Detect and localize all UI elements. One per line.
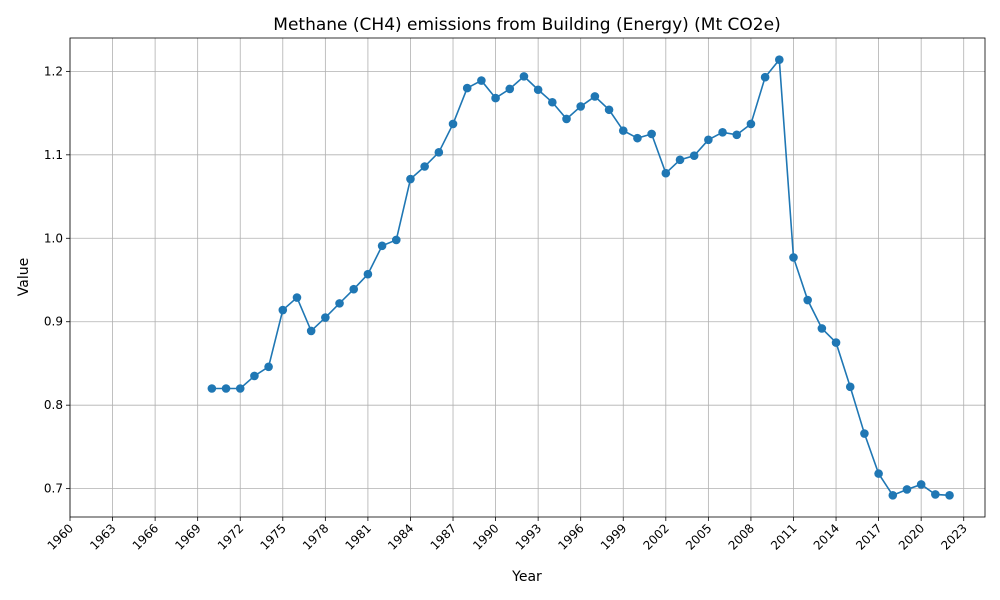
y-tick-label: 1.2: [44, 64, 63, 78]
x-tick-label: 1984: [385, 521, 416, 552]
data-point: [945, 491, 954, 500]
x-tick-label: 1987: [428, 521, 459, 552]
data-point: [462, 83, 472, 93]
x-axis: 1960 1963 1966 1969 1972 1975 1978 1981 1984 1987…: [45, 517, 970, 553]
data-point: [831, 338, 841, 347]
plot-frame: [69, 37, 986, 518]
data-point: [661, 168, 671, 178]
data-point: [491, 93, 500, 103]
x-axis-title: Year: [511, 569, 542, 585]
x-tick-label: 2017: [853, 521, 884, 552]
data-point: [377, 241, 387, 251]
data-point: [576, 102, 585, 111]
data-point: [548, 97, 557, 107]
x-tick-label: 1996: [555, 521, 586, 552]
data-point: [732, 130, 742, 140]
x-tick-label: 2020: [896, 521, 927, 552]
x-tick-label: 1963: [87, 521, 118, 552]
x-tick-label: 1993: [513, 521, 544, 552]
data-point: [533, 85, 543, 95]
data-point: [789, 253, 798, 262]
x-tick-label: 2023: [938, 521, 969, 552]
y-tick-label: 0.8: [44, 398, 63, 412]
x-tick-label: 1981: [343, 521, 374, 552]
data-point: [675, 155, 685, 165]
data-point: [916, 480, 926, 489]
data-point: [633, 133, 642, 143]
y-tick-label: 0.9: [44, 315, 63, 329]
data-point: [477, 76, 486, 85]
data-point: [335, 299, 344, 308]
x-tick-label: 1966: [130, 521, 161, 552]
data-point: [704, 135, 713, 145]
data-point: [420, 162, 429, 171]
x-tick-label: 1999: [598, 521, 629, 552]
data-point: [860, 429, 869, 438]
x-tick-label: 2014: [811, 521, 842, 552]
data-point: [278, 305, 288, 315]
data-point: [505, 84, 515, 94]
data-point: [391, 235, 401, 245]
x-tick-label: 2002: [640, 521, 671, 552]
data-point: [349, 284, 359, 294]
x-tick-label: 1972: [215, 521, 246, 552]
data-point: [363, 269, 373, 279]
data-point: [519, 72, 529, 81]
data-point: [874, 469, 883, 478]
data-point: [689, 151, 699, 160]
data-point: [264, 362, 273, 372]
data-point: [845, 382, 855, 392]
data-point: [207, 384, 217, 393]
data-point: [888, 491, 898, 500]
y-axis-title: Value: [16, 258, 32, 296]
x-tick-label: 1978: [300, 521, 331, 552]
y-tick-label: 1.1: [44, 148, 63, 162]
x-tick-label: 1975: [257, 521, 288, 552]
data-point: [235, 384, 245, 393]
grid: [69, 38, 985, 517]
series-line-group: [207, 55, 954, 500]
data-point: [817, 324, 827, 333]
x-tick-label: 2011: [768, 521, 799, 552]
chart-title: Methane (CH4) emissions from Building (E…: [273, 15, 780, 35]
data-point: [718, 127, 727, 137]
data-point: [434, 148, 444, 157]
data-point: [448, 119, 458, 129]
data-point: [562, 114, 571, 124]
y-tick-label: 1.0: [44, 231, 63, 245]
y-axis: 0.7 0.8 0.9 1.0 1.1 1.2: [44, 64, 70, 496]
data-point: [604, 105, 614, 115]
data-point: [221, 384, 231, 393]
data-point: [931, 490, 940, 499]
x-tick-label: 1960: [45, 521, 76, 552]
y-tick-label: 0.7: [44, 482, 63, 496]
x-tick-label: 1990: [470, 521, 501, 552]
data-point: [902, 485, 912, 494]
x-tick-label: 2008: [726, 521, 757, 552]
data-point: [590, 92, 600, 101]
x-tick-label: 2005: [683, 521, 714, 552]
data-point: [803, 295, 812, 305]
data-point: [647, 129, 656, 139]
x-tick-label: 1969: [172, 521, 203, 552]
data-point: [306, 326, 316, 336]
data-point: [618, 126, 628, 135]
data-point: [406, 174, 415, 184]
data-point: [746, 119, 756, 129]
data-point: [760, 72, 770, 82]
data-point: [321, 313, 330, 322]
data-point: [250, 371, 259, 381]
data-point: [775, 55, 784, 64]
data-point: [292, 293, 302, 302]
